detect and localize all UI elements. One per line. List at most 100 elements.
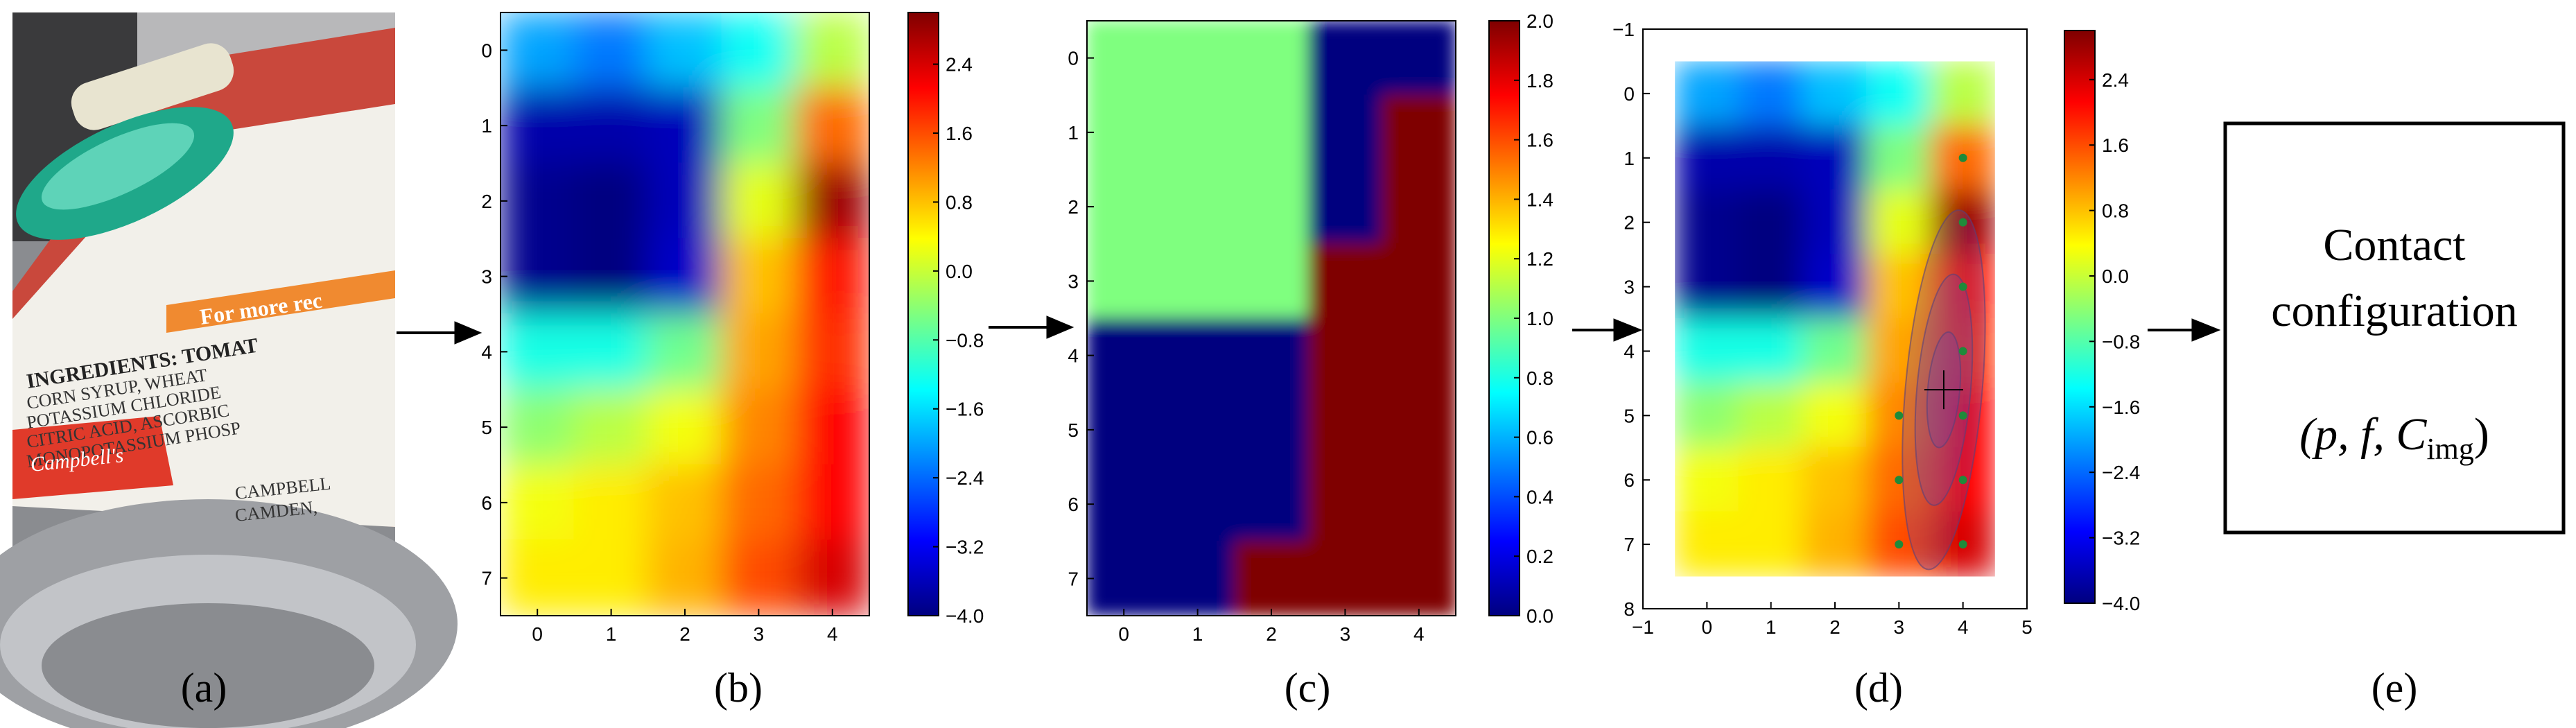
- y-tick-label: 1: [1624, 148, 1635, 169]
- x-tick-label: 2: [1829, 616, 1840, 638]
- heatmap-cells: [1087, 21, 1456, 616]
- y-tick-label: 6: [481, 492, 492, 514]
- heatmap-cell: [1307, 168, 1383, 245]
- y-tick-label: 4: [1624, 340, 1635, 362]
- x-tick-label: 4: [1413, 623, 1425, 645]
- heatmap-cell: [1381, 168, 1456, 245]
- contact-point: [1958, 282, 1967, 291]
- heatmap-cell: [1802, 382, 1868, 449]
- colorbar-tick-label: 2.4: [946, 54, 973, 76]
- heatmap-cell: [1160, 540, 1235, 616]
- heatmap-cell: [794, 388, 869, 466]
- x-tick-label: 0: [532, 623, 543, 645]
- heatmap-cell: [1738, 511, 1804, 577]
- y-tick-label: 5: [1068, 419, 1079, 441]
- heatmap-cell: [1381, 21, 1456, 96]
- box-formula: (p, f, Cimg): [2299, 409, 2489, 466]
- colorbar-tick-label: −4.0: [2102, 593, 2140, 614]
- heatmap-cell: [721, 162, 797, 240]
- heatmap-cell: [1087, 243, 1162, 319]
- heatmap-cell: [1233, 168, 1309, 245]
- heatmap-cell: [721, 388, 797, 466]
- colorbar-tick-label: 1.0: [1526, 308, 1554, 329]
- arrows: [397, 315, 2221, 345]
- heatmap-cell: [1802, 318, 1868, 384]
- y-tick-label: 2: [1624, 212, 1635, 234]
- heatmap-cell: [573, 388, 649, 466]
- heatmap-cell: [721, 238, 797, 315]
- heatmap-cell: [1381, 392, 1456, 468]
- heatmap-cell: [501, 87, 575, 164]
- estimate-cross: [1924, 370, 1963, 410]
- x-tick-label: 3: [1340, 623, 1351, 645]
- heatmap-cell: [1381, 466, 1456, 542]
- colorbar-b: 2.4 1.6 0.8 0.0 −0.8 −1.6 −2.4 −3.2 −4.0: [907, 12, 984, 627]
- panel-label-d: (d): [1854, 665, 1903, 711]
- heatmap-cell: [794, 539, 869, 616]
- contact-point: [1895, 540, 1904, 549]
- heatmap-cell: [1381, 94, 1456, 171]
- y-tick-label: 2: [481, 191, 492, 212]
- heatmap-cell: [721, 12, 797, 89]
- colorbar-tick-label: 0.6: [1526, 427, 1554, 449]
- heatmap-cell: [1160, 318, 1235, 394]
- heatmap-cell: [794, 162, 869, 240]
- heatmap-cell: [1675, 382, 1740, 449]
- heatmap-cell: [501, 162, 575, 240]
- colorbar-tick-label: −3.2: [2102, 528, 2140, 549]
- contact-configuration-box: Contact configuration (p, f, Cimg): [2223, 121, 2566, 535]
- y-tick-label: 4: [481, 341, 492, 363]
- x-tick-label: 0: [1118, 623, 1129, 645]
- heatmap-cell: [501, 388, 575, 466]
- heatmap-cell: [794, 464, 869, 541]
- y-tick-label: 1: [1068, 122, 1079, 144]
- y-tick-label: 1: [481, 115, 492, 137]
- heatmap-cell: [1675, 125, 1740, 191]
- heatmap-cell: [794, 313, 869, 390]
- heatmap-cell: [794, 12, 869, 89]
- heatmap-cell: [501, 12, 575, 89]
- heatmap-cell: [1738, 189, 1804, 256]
- heatmap-cell: [1087, 21, 1162, 96]
- heatmap-cell: [573, 539, 649, 616]
- heatmap-cell: [1866, 125, 1932, 191]
- colorbar-tick-label: 1.6: [1526, 130, 1554, 151]
- heatmap-cell: [1738, 382, 1804, 449]
- colorbar-tick-label: 0.0: [946, 261, 973, 282]
- heatmap-cell: [647, 464, 723, 541]
- box-formula-main: (p, f, C: [2299, 409, 2427, 460]
- heatmap-cell: [647, 162, 723, 240]
- heatmap-cell: [1675, 447, 1740, 513]
- heatmap-cell: [1738, 447, 1804, 513]
- heatmap-cell: [573, 464, 649, 541]
- heatmap-cell: [1866, 61, 1932, 127]
- colorbar-tick-label: 0.4: [1526, 486, 1554, 508]
- heatmap-cell: [647, 238, 723, 315]
- panel-label-b: (b): [714, 665, 763, 711]
- y-tick-label: 3: [1068, 270, 1079, 292]
- heatmap-cell: [1307, 243, 1383, 319]
- y-tick-label: 2: [1068, 196, 1079, 218]
- heatmap-cell: [1087, 94, 1162, 171]
- y-tick-label: 0: [1624, 83, 1635, 105]
- heatmap-cell: [794, 87, 869, 164]
- heatmap-cell: [573, 313, 649, 390]
- colorbar-tick-label: −0.8: [2102, 331, 2140, 352]
- heatmap-cell: [573, 87, 649, 164]
- heatmap-cell: [1307, 318, 1383, 394]
- heatmap-cell: [1160, 94, 1235, 171]
- heatmap-cell: [1233, 466, 1309, 542]
- colorbar-tick-label: −2.4: [946, 467, 984, 489]
- heatmap-cell: [501, 464, 575, 541]
- contact-point: [1958, 153, 1967, 162]
- heatmap-cell: [1675, 254, 1740, 320]
- colorbar-tick-label: 1.6: [946, 123, 973, 144]
- y-tick-label: 6: [1068, 494, 1079, 515]
- colorbar-tick-label: 1.2: [1526, 248, 1554, 270]
- contact-point: [1958, 411, 1967, 420]
- arrow-c-to-d: [1572, 318, 1643, 342]
- box-formula-subscript: img: [2426, 432, 2473, 466]
- heatmap-cell: [647, 388, 723, 466]
- colorbar-c: 2.0 1.8 1.6 1.4 1.2 1.0 0.8 0.6 0.4 0.2 0.0: [1488, 10, 1554, 627]
- heatmap-cell: [721, 87, 797, 164]
